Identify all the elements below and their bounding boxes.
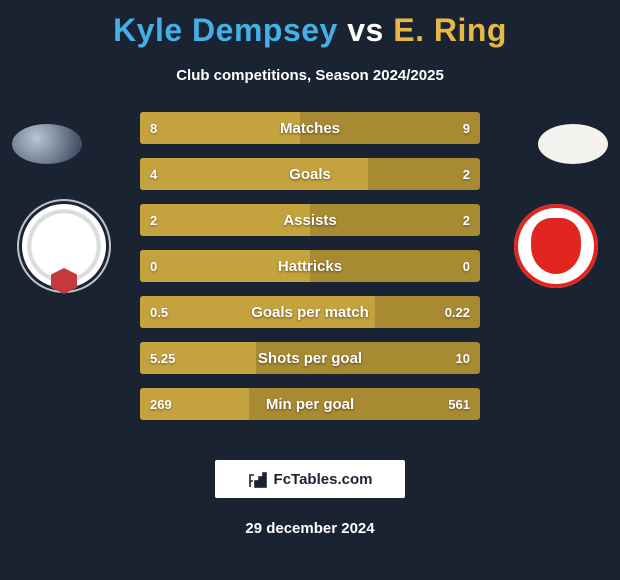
fctables-logo-icon	[248, 469, 268, 489]
stat-row: 8Matches9	[140, 112, 480, 144]
stat-value-left: 5.25	[150, 351, 175, 366]
comparison-title: Kyle Dempsey vs E. Ring	[0, 0, 620, 49]
stat-value-right: 2	[463, 213, 470, 228]
comparison-content: 8Matches94Goals22Assists20Hattricks00.5G…	[0, 112, 620, 432]
stat-label: Shots per goal	[140, 350, 480, 367]
stat-label: Goals	[140, 166, 480, 183]
stat-row: 2Assists2	[140, 204, 480, 236]
player1-avatar	[12, 124, 82, 164]
stat-value-left: 0.5	[150, 305, 168, 320]
stat-label: Matches	[140, 120, 480, 137]
player2-avatar	[538, 124, 608, 164]
stat-row: 269Min per goal561	[140, 388, 480, 420]
stats-bars: 8Matches94Goals22Assists20Hattricks00.5G…	[140, 112, 480, 420]
stat-value-left: 0	[150, 259, 157, 274]
watermark-text: FcTables.com	[274, 471, 373, 488]
stat-value-right: 10	[456, 351, 470, 366]
stat-value-right: 2	[463, 167, 470, 182]
watermark: FcTables.com	[215, 460, 405, 498]
stat-value-right: 0.22	[445, 305, 470, 320]
stat-value-right: 561	[448, 397, 470, 412]
stat-label: Assists	[140, 212, 480, 229]
vs-text: vs	[347, 12, 384, 48]
stat-value-right: 9	[463, 121, 470, 136]
subtitle: Club competitions, Season 2024/2025	[0, 67, 620, 84]
date-text: 29 december 2024	[0, 520, 620, 537]
stat-label: Hattricks	[140, 258, 480, 275]
stat-row: 5.25Shots per goal10	[140, 342, 480, 374]
stat-row: 0.5Goals per match0.22	[140, 296, 480, 328]
stat-row: 4Goals2	[140, 158, 480, 190]
stat-value-left: 269	[150, 397, 172, 412]
stat-value-left: 8	[150, 121, 157, 136]
player1-name: Kyle Dempsey	[113, 12, 338, 48]
player2-name: E. Ring	[393, 12, 507, 48]
imp-icon	[531, 218, 581, 274]
player2-club-badge	[514, 204, 598, 288]
player1-club-badge	[22, 204, 106, 288]
stat-label: Min per goal	[140, 396, 480, 413]
stat-value-left: 4	[150, 167, 157, 182]
stat-label: Goals per match	[140, 304, 480, 321]
stat-row: 0Hattricks0	[140, 250, 480, 282]
stat-value-right: 0	[463, 259, 470, 274]
stat-value-left: 2	[150, 213, 157, 228]
